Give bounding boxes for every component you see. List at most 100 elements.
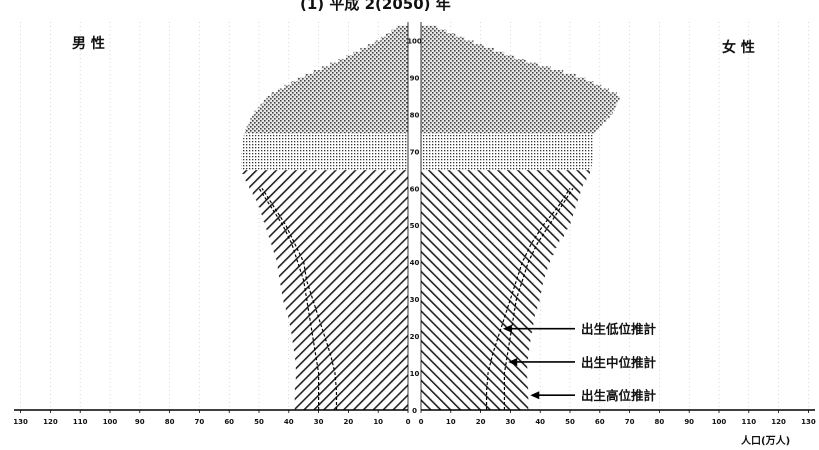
- female-bar: [421, 166, 592, 171]
- x-tick-label: 130: [13, 418, 28, 426]
- female-bar: [421, 132, 594, 137]
- female-bar: [421, 158, 593, 163]
- female-bar: [421, 350, 529, 355]
- x-tick-label: 110: [73, 418, 88, 426]
- female-bar: [421, 103, 617, 108]
- age-tick-label: 20: [410, 333, 420, 341]
- female-bar: [421, 25, 438, 30]
- male-bar: [294, 391, 408, 396]
- female-bar: [421, 225, 569, 230]
- male-bar: [329, 62, 408, 67]
- female-bar: [421, 77, 586, 82]
- male-bar: [313, 70, 408, 75]
- female-bar: [421, 40, 474, 45]
- male-bar: [295, 365, 408, 370]
- male-bar: [258, 203, 408, 208]
- male-bar: [241, 158, 408, 163]
- female-bar: [421, 339, 531, 344]
- x-tick-label: 100: [103, 418, 118, 426]
- female-bar: [421, 140, 594, 145]
- male-bar: [386, 33, 408, 38]
- female-bar: [421, 95, 620, 100]
- male-bar: [396, 25, 408, 30]
- male-bar: [295, 361, 408, 367]
- x-tick-label: 80: [655, 418, 665, 426]
- female-bar: [421, 376, 528, 381]
- male-bar: [353, 51, 408, 56]
- series-outline-male: [258, 187, 320, 410]
- male-bar: [242, 169, 408, 174]
- female-bar: [421, 58, 526, 63]
- male-bar: [284, 84, 408, 89]
- x-tick-label: 20: [476, 418, 486, 426]
- female-bar: [421, 206, 576, 211]
- male-bar: [360, 47, 408, 52]
- male-bar: [271, 243, 408, 248]
- female-bar: [421, 47, 495, 52]
- male-bar: [244, 129, 408, 134]
- female-bar: [421, 44, 484, 49]
- male-bar: [247, 180, 408, 185]
- male-bar: [249, 184, 408, 189]
- male-bar: [243, 136, 408, 141]
- annotation-arrowhead: [502, 324, 512, 333]
- female-bar: [421, 232, 565, 237]
- male-bar: [261, 214, 408, 219]
- male-bar: [294, 395, 408, 400]
- male-bar: [294, 350, 408, 355]
- female-bar: [421, 51, 505, 56]
- male-bar: [280, 280, 408, 285]
- female-bar: [421, 155, 593, 160]
- female-bar: [421, 358, 528, 363]
- female-bar: [421, 380, 528, 385]
- female-bar: [421, 365, 528, 370]
- female-bar: [421, 191, 581, 197]
- female-bar: [421, 391, 529, 396]
- x-tick-label: 90: [135, 418, 145, 426]
- male-bar: [288, 313, 408, 318]
- male-bar: [304, 73, 408, 78]
- female-bar: [421, 280, 543, 285]
- male-bar: [269, 236, 408, 241]
- scenario-outlines: [258, 187, 574, 410]
- male-bar: [284, 302, 408, 307]
- female-bar: [421, 33, 456, 38]
- male-bar: [380, 36, 408, 41]
- female-bar: [421, 354, 529, 359]
- male-bar: [280, 284, 408, 289]
- female-bar: [421, 276, 544, 282]
- age-label-band: [408, 22, 421, 410]
- annotation-label: 出生高位推計: [581, 388, 657, 403]
- x-axis-title: 人口(万人): [741, 434, 790, 447]
- male-bar: [243, 173, 408, 178]
- female-bar: [421, 236, 562, 241]
- male-bar: [278, 273, 408, 278]
- series-outline-female: [485, 187, 571, 410]
- age-tick-label: 0: [412, 407, 417, 415]
- age-tick-label: 90: [410, 74, 420, 82]
- female-bar: [421, 99, 618, 104]
- male-bar: [292, 336, 408, 341]
- female-bar: [421, 92, 617, 97]
- male-bar: [243, 132, 408, 137]
- female-bar: [421, 177, 587, 182]
- male-bar: [246, 125, 408, 130]
- female-bar: [421, 291, 542, 296]
- female-bar: [421, 406, 529, 411]
- female-bar: [421, 121, 603, 126]
- female-bar: [421, 136, 594, 141]
- female-bar: [421, 73, 576, 78]
- male-bar: [391, 29, 408, 34]
- male-bar: [263, 99, 408, 104]
- female-bar: [421, 180, 585, 185]
- female-bar: [421, 325, 533, 330]
- age-tick-label: 70: [410, 148, 420, 156]
- male-bar: [257, 106, 408, 112]
- male-bar: [346, 55, 408, 60]
- female-bar: [421, 402, 529, 407]
- female-bar: [421, 284, 543, 289]
- female-bar: [421, 273, 545, 278]
- female-bar: [421, 66, 551, 71]
